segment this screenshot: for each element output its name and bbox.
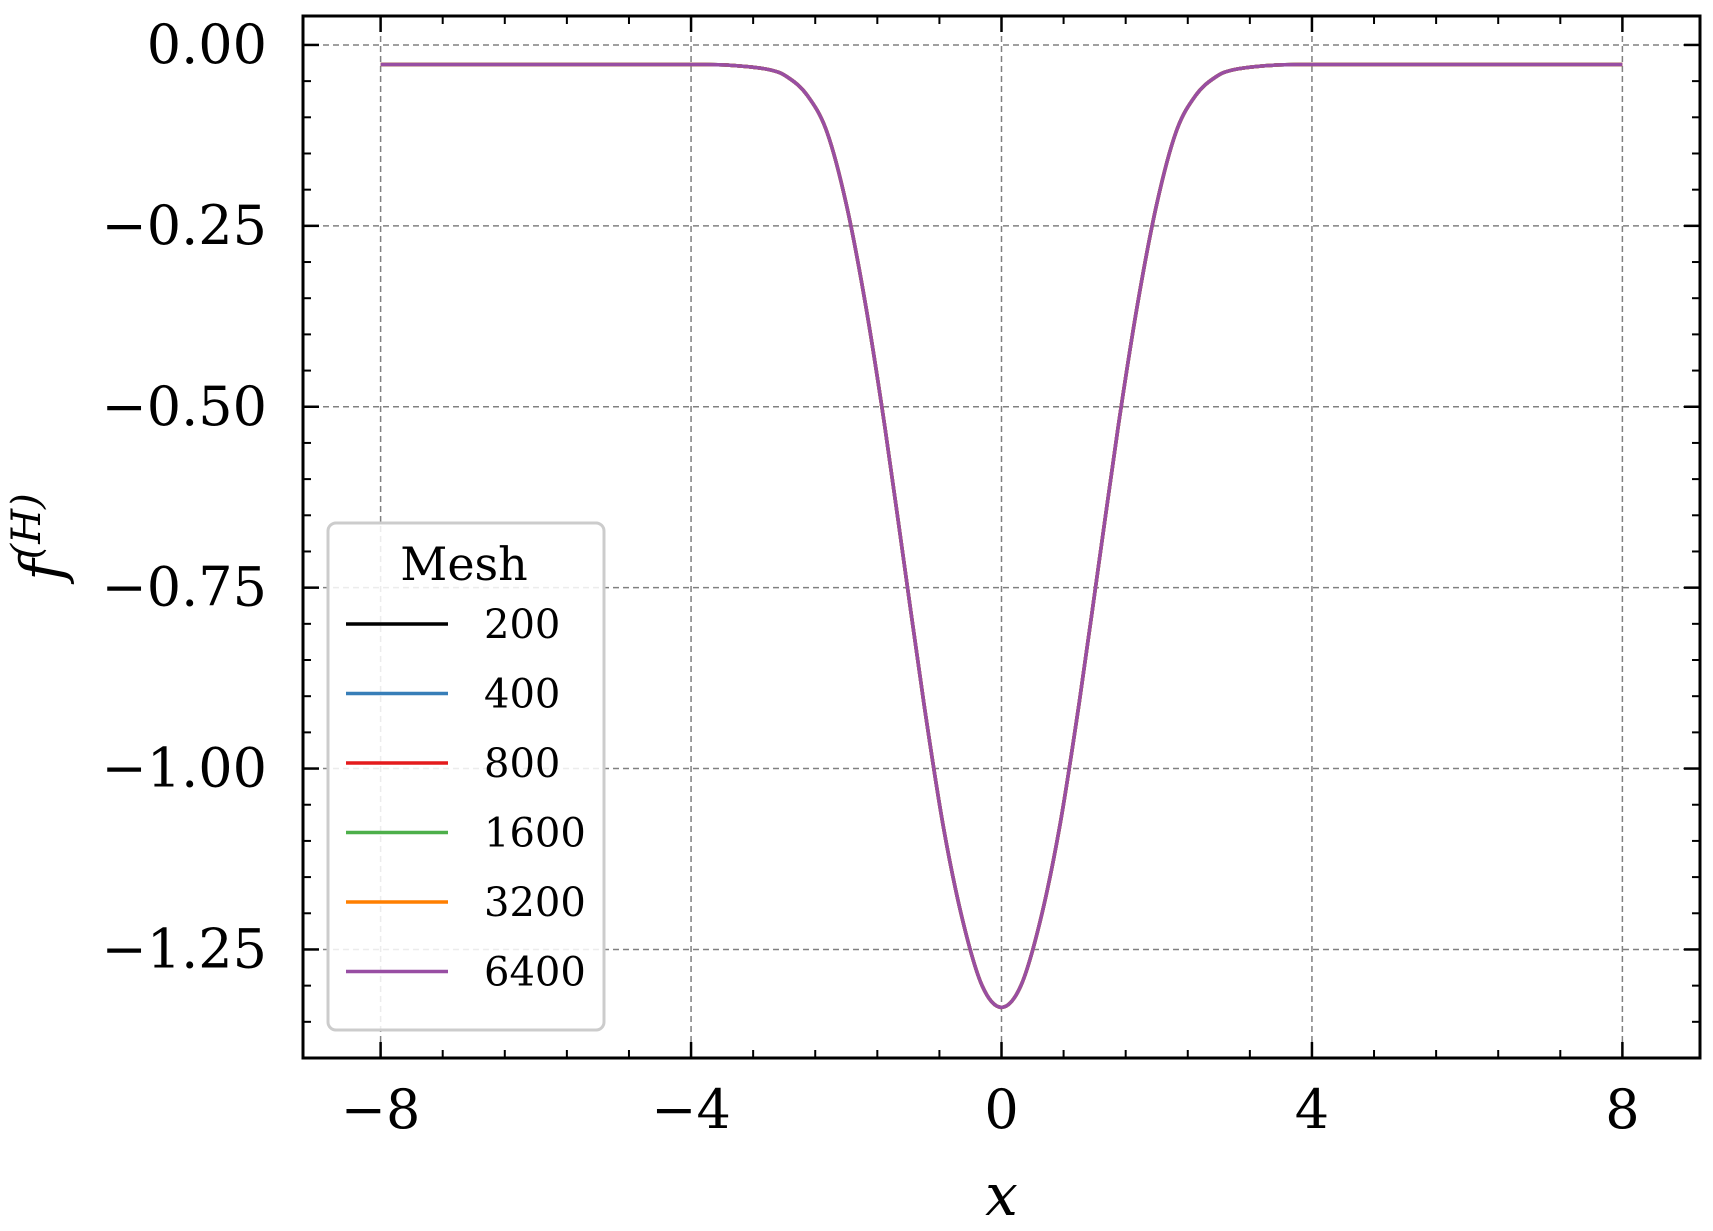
series-line-6400 [380, 62, 1623, 1010]
legend-label: 1600 [484, 811, 586, 857]
tick-labels: −8 −4 0 4 8 0.00 −0.25 −0.50 −0.75 −1.00 −1.25 [102, 13, 1640, 1141]
y-tick-label: 0.00 [147, 13, 267, 76]
legend-item: 6400 [346, 950, 586, 996]
y-axis-label: f(H) [4, 493, 76, 585]
legend-item: 800 [346, 741, 560, 787]
legend-label: 200 [484, 602, 560, 648]
legend-items: 200 400 800 1600 3200 6400 [346, 602, 586, 996]
x-tick-label: 8 [1605, 1078, 1639, 1141]
y-tick-label: −0.25 [102, 194, 267, 257]
y-axis-label-superscript: (H) [4, 493, 50, 559]
series-lines [380, 62, 1623, 1010]
x-axis-label: x [985, 1161, 1018, 1229]
y-tick-label: −0.75 [102, 556, 267, 619]
legend-item: 200 [346, 602, 560, 648]
x-tick-label: 0 [984, 1078, 1018, 1141]
y-tick-label: −1.00 [102, 737, 267, 800]
x-tick-label: 4 [1295, 1078, 1329, 1141]
legend-title: Mesh [400, 537, 528, 591]
legend-item: 400 [346, 672, 560, 718]
axis-ticks [303, 16, 1700, 1058]
x-tick-label: −4 [651, 1078, 731, 1141]
legend-label: 400 [484, 672, 560, 718]
x-tick-label: −8 [341, 1078, 421, 1141]
legend-item: 3200 [346, 880, 586, 926]
y-tick-label: −0.50 [102, 375, 267, 438]
legend-label: 3200 [484, 880, 586, 926]
y-tick-label: −1.25 [102, 917, 267, 980]
legend-label: 800 [484, 741, 560, 787]
legend-item: 1600 [346, 811, 586, 857]
legend: Mesh 200 400 800 1600 3200 6400 [326, 521, 606, 1032]
legend-label: 6400 [484, 950, 586, 996]
